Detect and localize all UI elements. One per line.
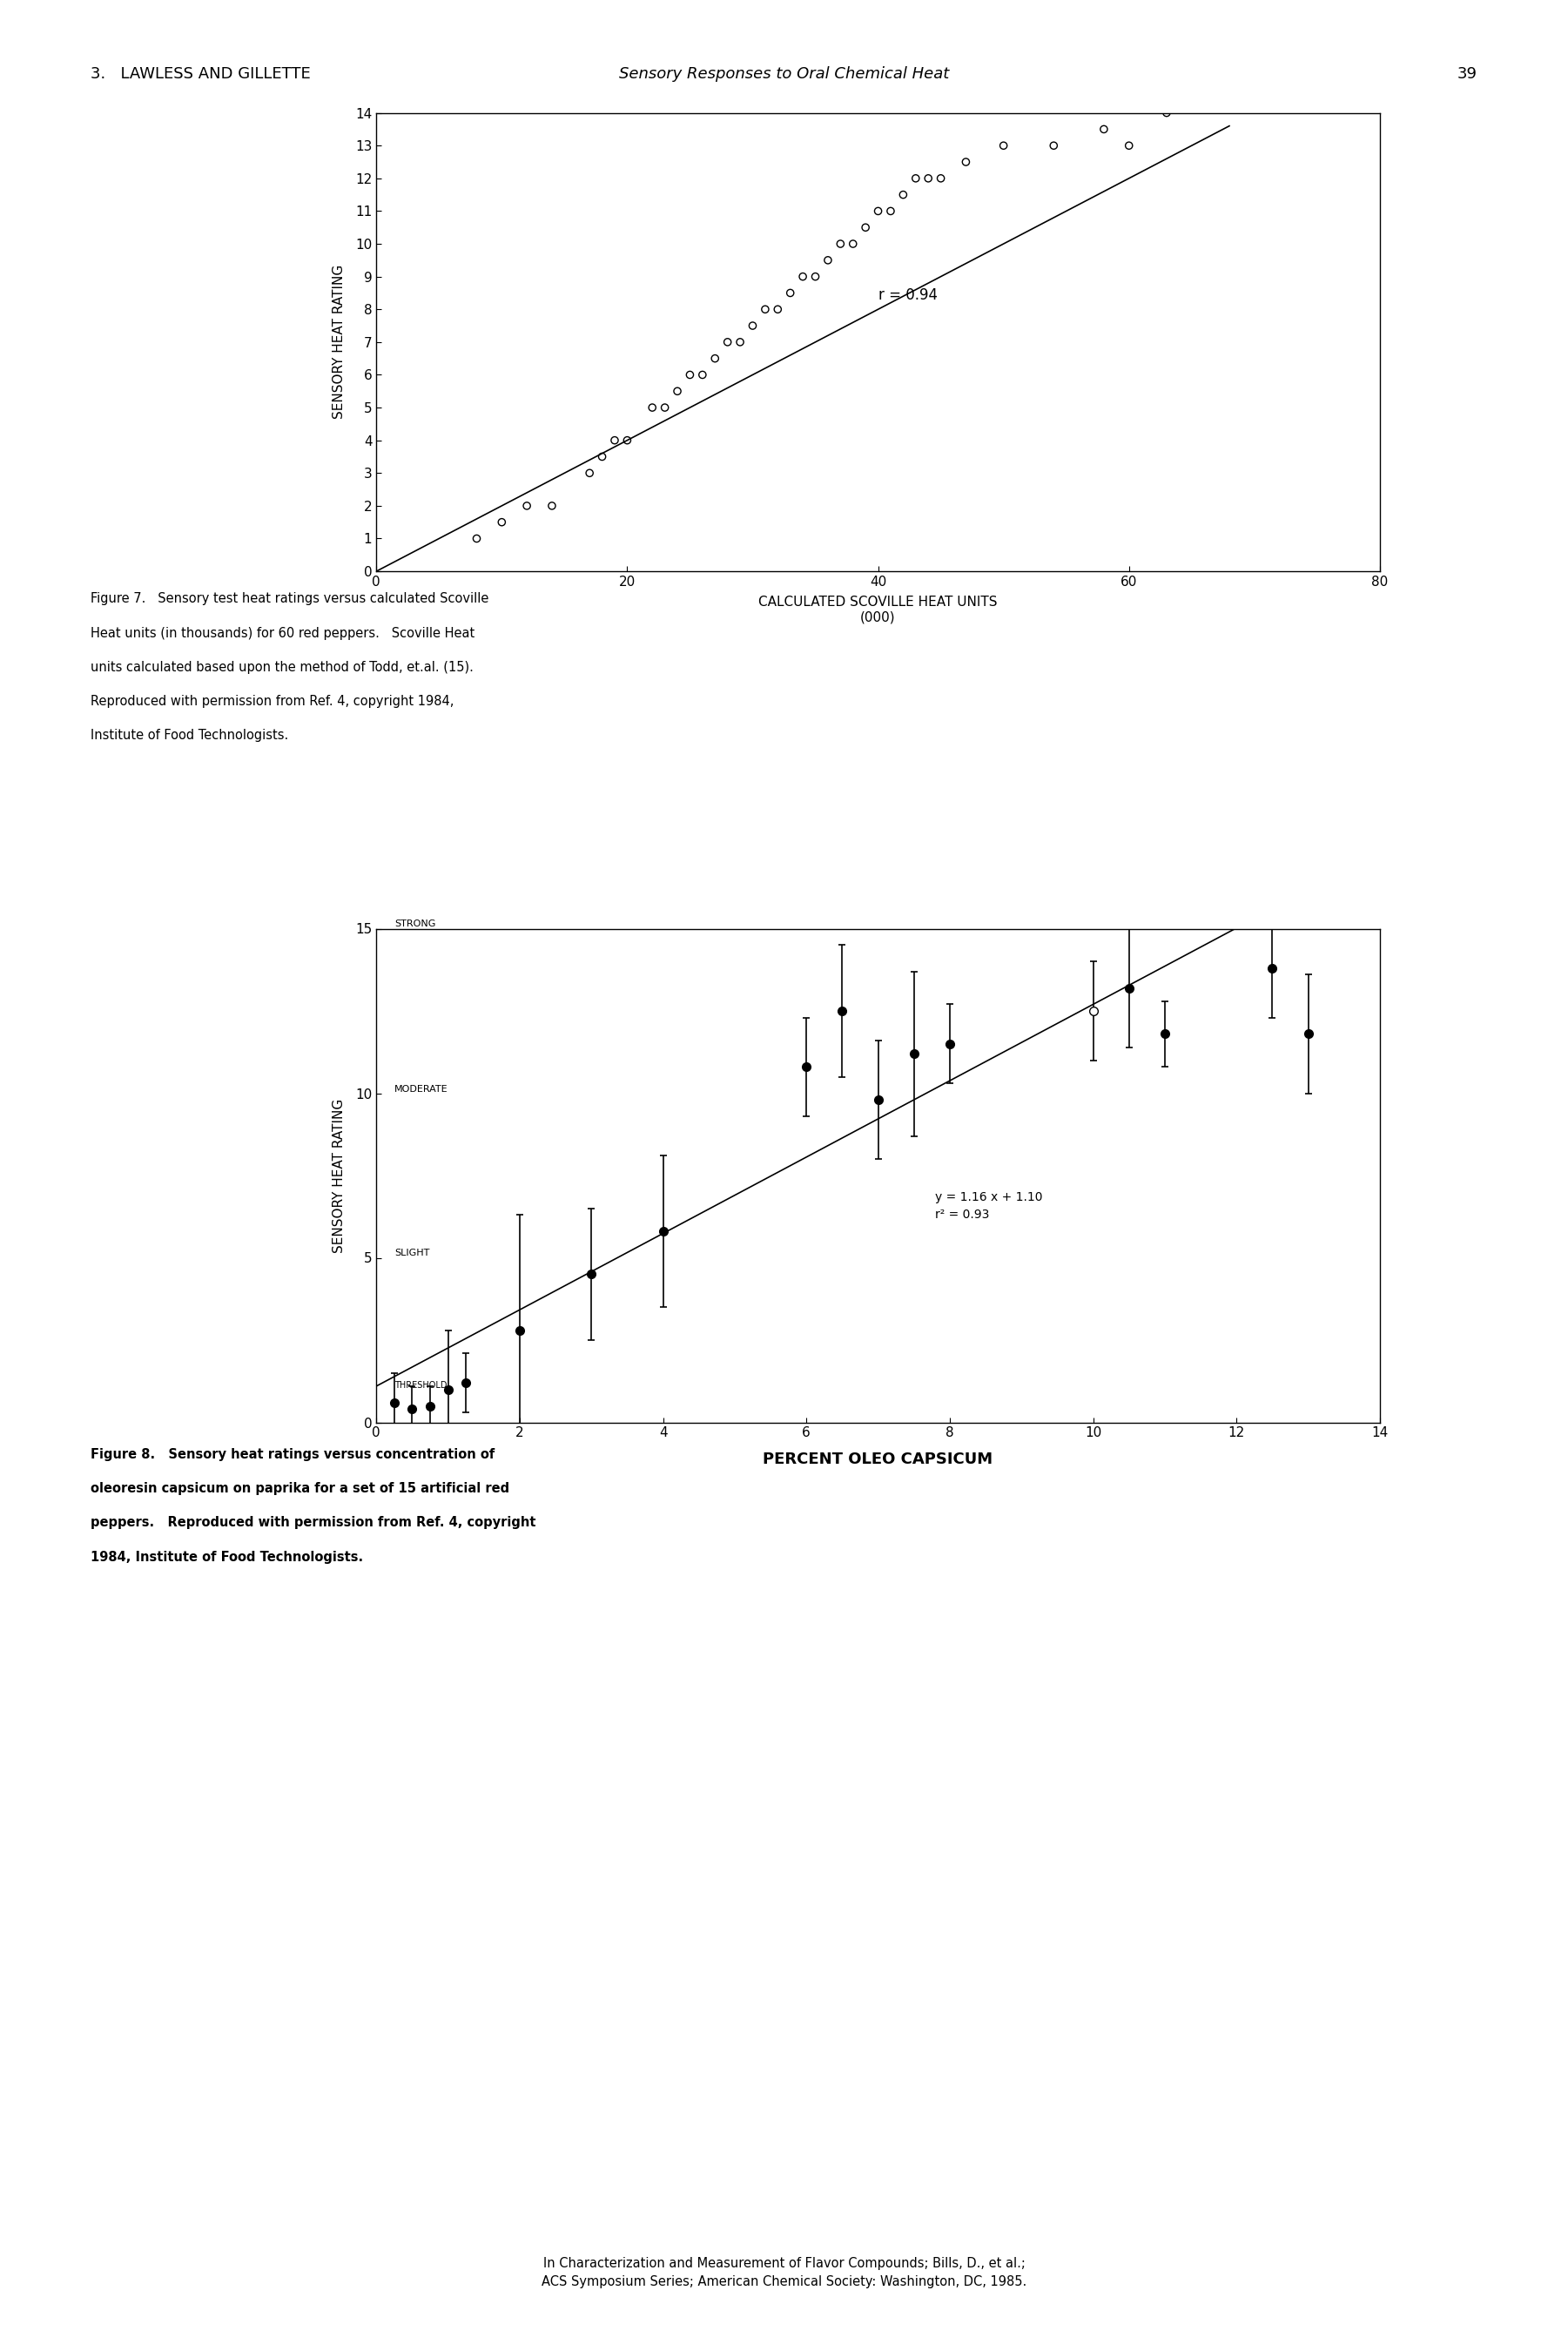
Y-axis label: SENSORY HEAT RATING: SENSORY HEAT RATING xyxy=(332,1098,345,1253)
Point xyxy=(1154,94,1179,132)
Point xyxy=(615,421,640,458)
Point xyxy=(690,355,715,393)
Point xyxy=(590,437,615,475)
Text: 1984, Institute of Food Technologists.: 1984, Institute of Food Technologists. xyxy=(91,1552,364,1563)
Point xyxy=(715,322,740,360)
Point xyxy=(765,292,790,329)
Text: Figure 7.   Sensory test heat ratings versus calculated Scoville: Figure 7. Sensory test heat ratings vers… xyxy=(91,592,489,607)
Point xyxy=(778,275,803,313)
X-axis label: PERCENT OLEO CAPSICUM: PERCENT OLEO CAPSICUM xyxy=(764,1451,993,1467)
Text: r = 0.94: r = 0.94 xyxy=(878,287,938,303)
Point xyxy=(665,371,690,409)
Point xyxy=(790,259,815,296)
Text: 3.   LAWLESS AND GILLETTE: 3. LAWLESS AND GILLETTE xyxy=(91,66,310,82)
Text: peppers.   Reproduced with permission from Ref. 4, copyright: peppers. Reproduced with permission from… xyxy=(91,1516,536,1531)
Point xyxy=(916,160,941,197)
Text: Sensory Responses to Oral Chemical Heat: Sensory Responses to Oral Chemical Heat xyxy=(619,66,949,82)
Point xyxy=(602,421,627,458)
Text: SLIGHT: SLIGHT xyxy=(394,1248,430,1258)
Point xyxy=(991,127,1016,165)
Point xyxy=(677,355,702,393)
Point xyxy=(577,454,602,491)
Point xyxy=(1041,127,1066,165)
Point xyxy=(878,193,903,230)
Text: oleoresin capsicum on paprika for a set of 15 artificial red: oleoresin capsicum on paprika for a set … xyxy=(91,1483,510,1495)
Y-axis label: SENSORY HEAT RATING: SENSORY HEAT RATING xyxy=(332,266,345,418)
Point xyxy=(828,226,853,263)
Text: Reproduced with permission from Ref. 4, copyright 1984,: Reproduced with permission from Ref. 4, … xyxy=(91,696,455,708)
Point xyxy=(464,520,489,557)
Text: y = 1.16 x + 1.10
r² = 0.93: y = 1.16 x + 1.10 r² = 0.93 xyxy=(936,1190,1043,1220)
Point xyxy=(753,292,778,329)
Point xyxy=(853,209,878,247)
Point xyxy=(652,388,677,426)
Text: STRONG: STRONG xyxy=(394,919,436,929)
Point xyxy=(815,242,840,280)
Point xyxy=(740,308,765,346)
Point xyxy=(728,322,753,360)
Point xyxy=(640,388,665,426)
Point xyxy=(1116,127,1142,165)
Point xyxy=(1091,110,1116,148)
Text: In Characterization and Measurement of Flavor Compounds; Bills, D., et al.;
ACS : In Characterization and Measurement of F… xyxy=(541,2257,1027,2288)
Point xyxy=(903,160,928,197)
X-axis label: CALCULATED SCOVILLE HEAT UNITS
(000): CALCULATED SCOVILLE HEAT UNITS (000) xyxy=(759,595,997,623)
Text: Heat units (in thousands) for 60 red peppers.   Scoville Heat: Heat units (in thousands) for 60 red pep… xyxy=(91,628,475,639)
Text: Institute of Food Technologists.: Institute of Food Technologists. xyxy=(91,729,289,743)
Point xyxy=(953,143,978,181)
Point xyxy=(539,487,564,524)
Point xyxy=(489,503,514,541)
Point xyxy=(803,259,828,296)
Text: THRESHOLD: THRESHOLD xyxy=(394,1380,447,1389)
Point xyxy=(866,193,891,230)
Text: Figure 8.   Sensory heat ratings versus concentration of: Figure 8. Sensory heat ratings versus co… xyxy=(91,1448,495,1462)
Text: units calculated based upon the method of Todd, et.al. (15).: units calculated based upon the method o… xyxy=(91,661,474,675)
Text: 39: 39 xyxy=(1457,66,1477,82)
Point xyxy=(928,160,953,197)
Point xyxy=(514,487,539,524)
Point xyxy=(891,176,916,214)
Point xyxy=(702,339,728,376)
Text: MODERATE: MODERATE xyxy=(394,1084,448,1093)
Point xyxy=(840,226,866,263)
